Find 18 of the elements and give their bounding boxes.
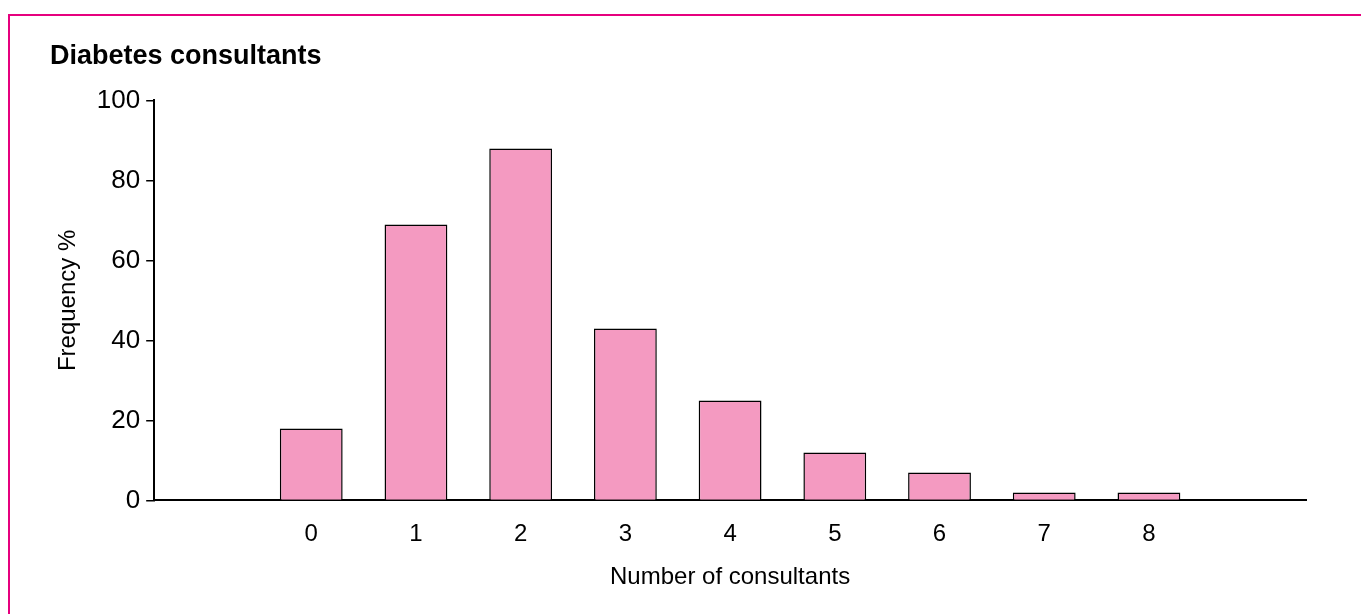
x-tick-label: 0 — [304, 519, 318, 547]
x-tick-label: 3 — [618, 519, 633, 547]
y-tick-label: 80 — [111, 163, 141, 194]
chart-title: Diabetes consultants — [50, 39, 322, 70]
x-tick-label: 5 — [828, 519, 842, 547]
x-tick-label: 7 — [1037, 519, 1051, 547]
x-tick-label: 8 — [1142, 519, 1156, 547]
y-tick-label: 60 — [111, 243, 141, 274]
x-axis-title: Number of consultants — [610, 562, 851, 590]
x-tick-label: 2 — [513, 519, 528, 547]
y-tick-label: 0 — [125, 483, 141, 514]
x-tick-label: 4 — [723, 519, 737, 547]
x-tick-label: 1 — [409, 519, 423, 547]
y-tick-label: 100 — [96, 83, 141, 114]
y-axis-title: Frequency % — [53, 229, 81, 372]
x-tick-label: 6 — [932, 519, 947, 547]
y-tick-label: 20 — [111, 403, 141, 434]
y-tick-label: 40 — [111, 323, 141, 354]
